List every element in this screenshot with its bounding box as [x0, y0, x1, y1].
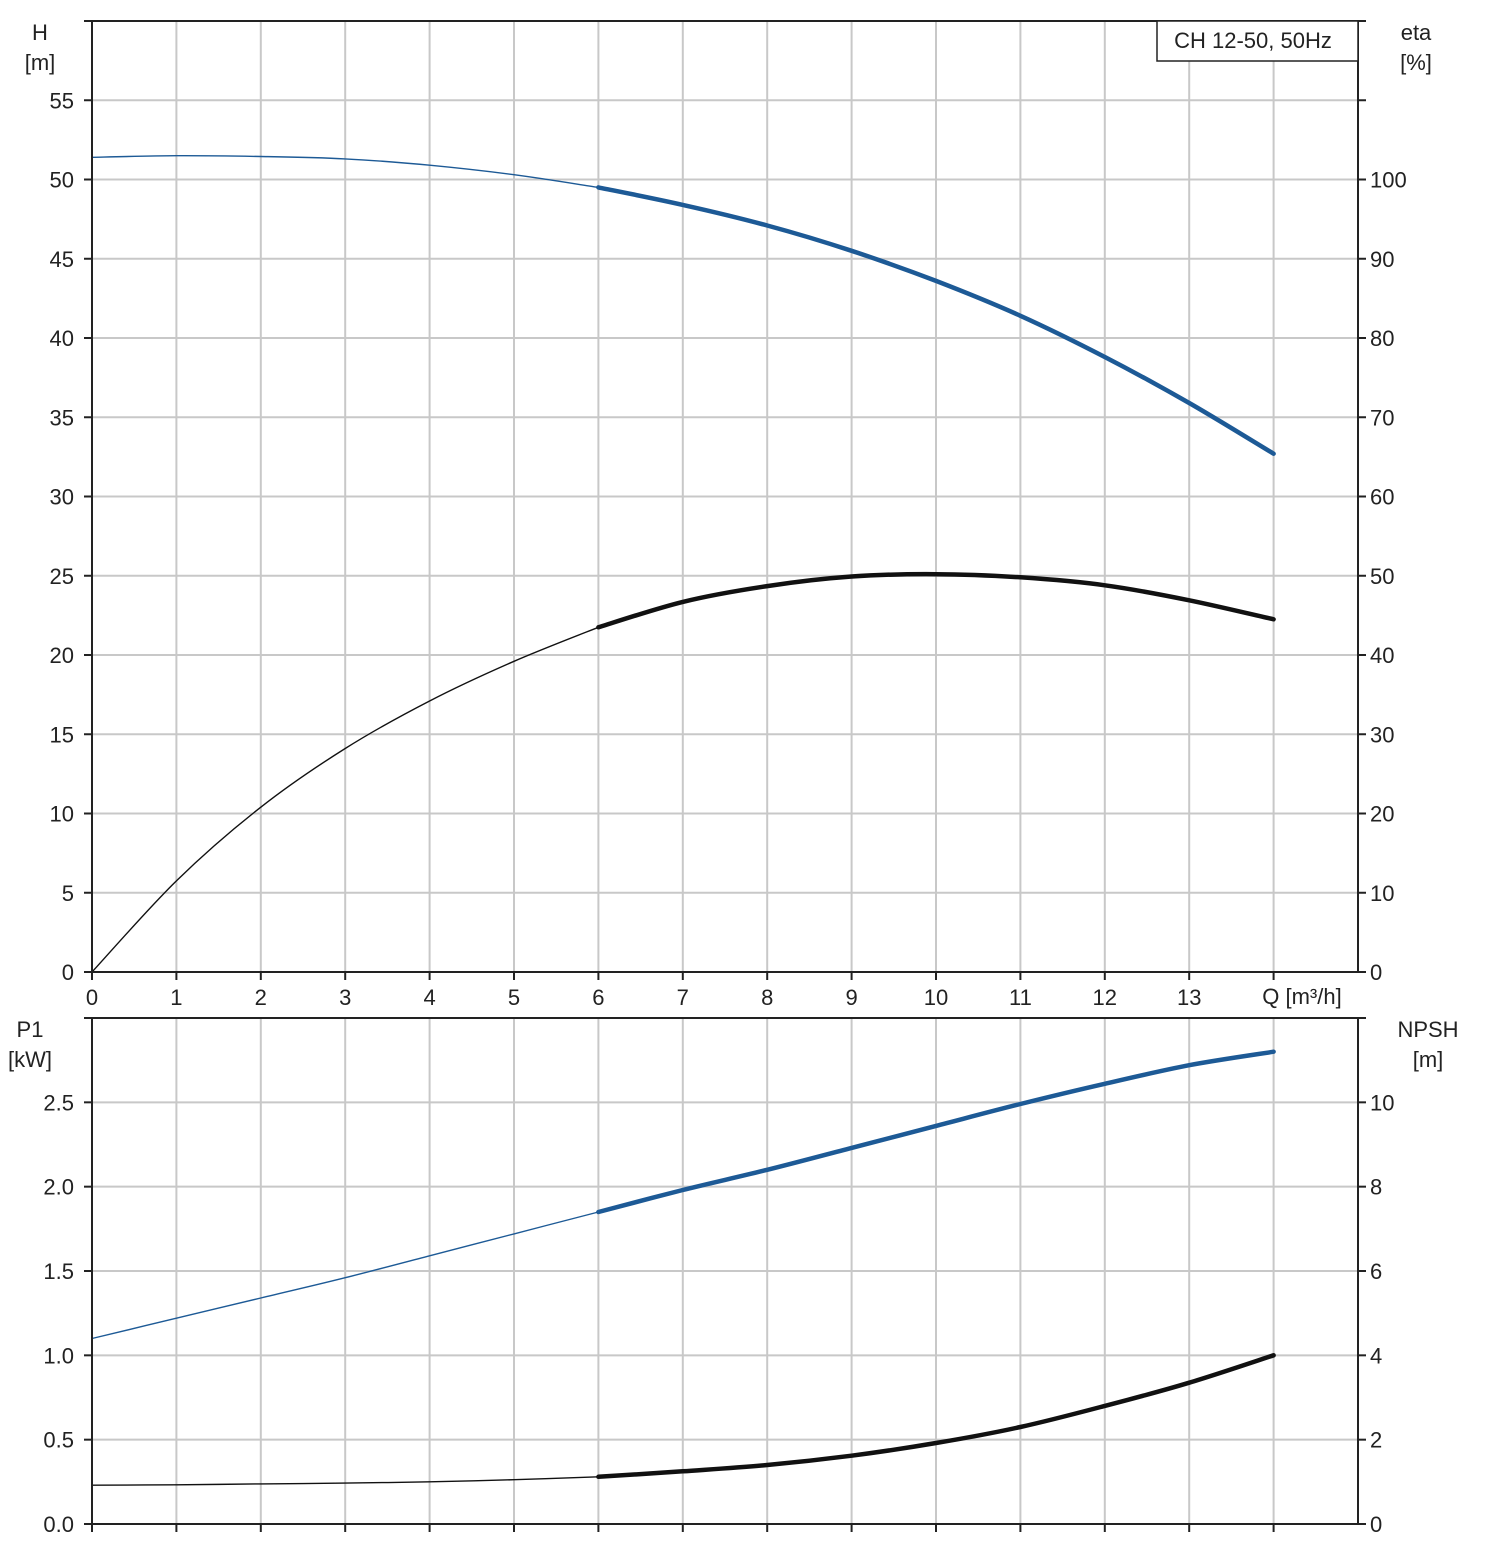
top-x-tick-label: 10 — [924, 985, 948, 1010]
bottom-left-tick-label: 2.5 — [43, 1090, 74, 1115]
top-right-tick-label: 70 — [1370, 405, 1394, 430]
series-eta-bold — [596, 571, 1276, 630]
top-x-tick-label: 2 — [255, 985, 267, 1010]
top-left-tick-label: 30 — [50, 485, 74, 510]
series-eta-thin — [91, 626, 599, 973]
bottom-left-axis-label-2: [kW] — [8, 1047, 52, 1072]
bottom-right-tick-label: 0 — [1370, 1512, 1382, 1537]
chart-title-frame — [1156, 20, 1359, 62]
bottom-left-axis-label-1: P1 — [17, 1017, 44, 1042]
series-p1-bold — [596, 1049, 1276, 1215]
series-npsh-thin — [91, 1476, 599, 1486]
top-left-tick-label: 5 — [62, 881, 74, 906]
top-x-tick-label: 13 — [1177, 985, 1201, 1010]
bottom-left-tick-label: 0.0 — [43, 1512, 74, 1537]
series-npsh-bold — [596, 1353, 1276, 1480]
chart-title: CH 12-50, 50Hz — [1174, 28, 1332, 53]
top-right-axis-label-1: eta — [1401, 20, 1432, 45]
top-right-tick-label: 60 — [1370, 485, 1394, 510]
top-right-tick-label: 30 — [1370, 722, 1394, 747]
bottom-right-axis-label-2: [m] — [1413, 1047, 1444, 1072]
top-left-tick-label: 45 — [50, 247, 74, 272]
top-right-tick-label: 0 — [1370, 960, 1382, 985]
bottom-series — [91, 1049, 1276, 1486]
top-right-tick-label: 50 — [1370, 564, 1394, 589]
top-left-tick-label: 0 — [62, 960, 74, 985]
bottom-right-tick-label: 10 — [1370, 1090, 1394, 1115]
top-left-tick-label: 25 — [50, 564, 74, 589]
bottom-left-tick-label: 1.5 — [43, 1259, 74, 1284]
top-x-tick-label: 4 — [423, 985, 435, 1010]
bottom-left-tick-label: 1.0 — [43, 1343, 74, 1368]
bottom-ticks: 0.0 0.5 1.0 1.5 2.0 2.5 0 2 4 6 8 10 — [43, 1017, 1394, 1537]
bottom-left-tick-label: 2.0 — [43, 1175, 74, 1200]
top-x-tick-label: 9 — [845, 985, 857, 1010]
top-x-tick-label: 1 — [170, 985, 182, 1010]
series-p1-thin — [91, 1211, 599, 1340]
top-x-tick-label: 12 — [1093, 985, 1117, 1010]
bottom-plot-frame — [91, 1017, 1359, 1525]
top-right-tick-label: 80 — [1370, 326, 1394, 351]
chart-title-box: CH 12-50, 50Hz — [1156, 20, 1359, 62]
bottom-right-axis-label-1: NPSH — [1397, 1017, 1458, 1042]
top-left-axis-label-1: H — [32, 20, 48, 45]
top-right-tick-label: 10 — [1370, 881, 1394, 906]
top-grid — [92, 21, 1358, 972]
top-left-tick-label: 55 — [50, 88, 74, 113]
top-left-tick-label: 40 — [50, 326, 74, 351]
top-x-tick-label: 7 — [677, 985, 689, 1010]
top-x-tick-label: 6 — [592, 985, 604, 1010]
top-right-tick-label: 20 — [1370, 802, 1394, 827]
series-h-bold — [596, 185, 1276, 456]
x-axis-label: Q [m³/h] — [1262, 984, 1341, 1009]
top-left-tick-label: 50 — [50, 168, 74, 193]
top-x-tick-label: 5 — [508, 985, 520, 1010]
top-plot-frame — [91, 20, 1359, 973]
top-right-axis-label-2: [%] — [1400, 50, 1432, 75]
bottom-grid — [92, 1018, 1358, 1524]
top-left-tick-label: 10 — [50, 802, 74, 827]
bottom-left-tick-label: 0.5 — [43, 1428, 74, 1453]
bottom-right-tick-label: 8 — [1370, 1175, 1382, 1200]
top-left-tick-label: 35 — [50, 405, 74, 430]
top-x-tick-label: 8 — [761, 985, 773, 1010]
series-h-thin — [91, 154, 599, 189]
head-efficiency-panel: 0510152025303540455055010203040506070809… — [25, 20, 1432, 1010]
top-right-tick-label: 40 — [1370, 643, 1394, 668]
top-x-tick-label: 3 — [339, 985, 351, 1010]
bottom-right-tick-label: 2 — [1370, 1428, 1382, 1453]
power-npsh-panel: 0.0 0.5 1.0 1.5 2.0 2.5 0 2 4 6 8 10 P1 [kW] NPSH [… — [8, 1017, 1459, 1537]
bottom-right-tick-label: 6 — [1370, 1259, 1382, 1284]
top-x-tick-label: 0 — [86, 985, 98, 1010]
top-right-tick-label: 90 — [1370, 247, 1394, 272]
top-left-axis-label-2: [m] — [25, 50, 56, 75]
top-left-tick-label: 20 — [50, 643, 74, 668]
top-left-tick-label: 15 — [50, 722, 74, 747]
top-x-tick-label: 11 — [1009, 985, 1032, 1010]
top-right-tick-label: 100 — [1370, 168, 1407, 193]
top-series — [91, 154, 1276, 973]
top-ticks: 0510152025303540455055010203040506070809… — [50, 20, 1407, 1010]
bottom-right-tick-label: 4 — [1370, 1343, 1382, 1368]
